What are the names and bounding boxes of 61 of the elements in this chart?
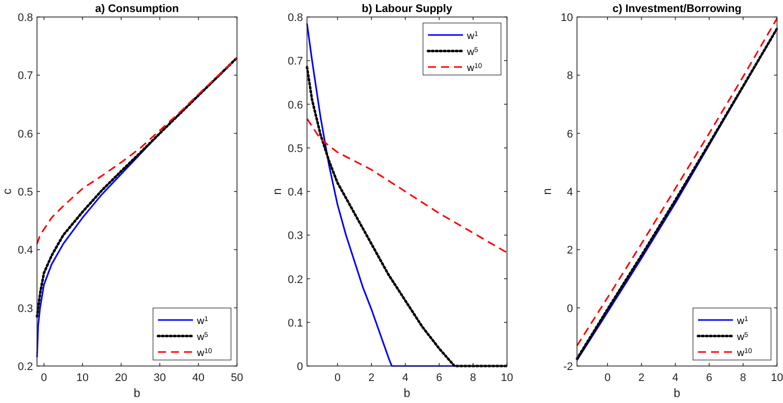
legend-label: w$^{10}$: [196, 348, 212, 359]
x-tick-label: 10: [500, 372, 514, 384]
x-tick-label: 40: [192, 372, 205, 384]
x-tick-label: 8: [740, 372, 746, 384]
legend-label: w$^{10}$: [736, 348, 752, 359]
y-tick-label: 0.8: [288, 12, 303, 24]
x-tick-label: 2: [368, 372, 374, 384]
chart-title: a) Consumption: [95, 3, 180, 15]
y-tick-label: 0.7: [18, 70, 33, 82]
y-tick-label: 0: [566, 302, 573, 315]
y-tick-label: 0.3: [18, 302, 33, 315]
y-tick-label: 0.5: [18, 186, 33, 198]
y-tick-label: 0.5: [288, 142, 303, 155]
legend-label: w$^{5}$: [736, 332, 748, 343]
y-tick-label: 0.2: [288, 274, 303, 286]
x-tick-label: 8: [470, 372, 476, 384]
legend-label: w$^{1}$: [466, 30, 478, 42]
x-tick-label: 20: [115, 372, 128, 384]
x-tick-label: 2: [638, 372, 644, 384]
y-axis-title: n: [540, 188, 554, 195]
x-tick-label: 4: [402, 372, 408, 384]
x-tick-label: 10: [770, 372, 783, 384]
x-tick-label: 50: [230, 372, 244, 384]
y-axis-title: c: [0, 188, 14, 194]
legend-label: w$^{5}$: [466, 46, 478, 58]
y-tick-label: 8: [566, 70, 573, 82]
x-tick-label: 0: [334, 372, 341, 384]
chart-title: b) Labour Supply: [362, 3, 454, 15]
y-tick-label: 0.4: [288, 186, 303, 198]
x-tick-label: 0: [40, 372, 48, 384]
x-tick-label: 30: [154, 372, 166, 384]
y-tick-label: 0: [296, 361, 303, 373]
y-tick-label: 6: [566, 128, 573, 140]
legend-label: w$^{5}$: [196, 332, 208, 343]
y-tick-label: 0.2: [18, 361, 33, 373]
y-tick-label: 0.6: [288, 99, 303, 112]
legend-label: w$^{10}$: [466, 62, 482, 74]
chart-title: c) Investment/Borrowing: [612, 3, 742, 15]
x-axis-title: b: [404, 386, 411, 400]
x-tick-label: 0: [604, 372, 611, 384]
line-series: [36, 56, 238, 245]
x-tick-label: 4: [672, 372, 678, 384]
y-tick-label: -2: [563, 361, 573, 373]
y-tick-label: 0.3: [288, 230, 303, 242]
y-tick-label: 2: [566, 244, 573, 257]
x-tick-label: 6: [706, 372, 712, 384]
y-tick-label: 4: [566, 186, 573, 198]
y-tick-label: 0.6: [18, 128, 33, 140]
y-tick-label: 0.8: [18, 12, 33, 24]
x-tick-label: 6: [436, 372, 442, 384]
x-axis-title: b: [674, 386, 681, 400]
y-tick-label: 10: [560, 12, 573, 24]
y-tick-label: 0.7: [288, 56, 303, 68]
line-series: [306, 118, 508, 254]
legend-label: w$^{1}$: [736, 316, 748, 327]
x-axis-title: b: [134, 386, 141, 400]
y-axis-title: n: [270, 188, 284, 195]
y-tick-label: 0.4: [18, 244, 33, 257]
legend-label: w$^{1}$: [196, 316, 208, 327]
x-tick-label: 10: [76, 372, 89, 384]
y-tick-label: 0.1: [288, 317, 303, 330]
